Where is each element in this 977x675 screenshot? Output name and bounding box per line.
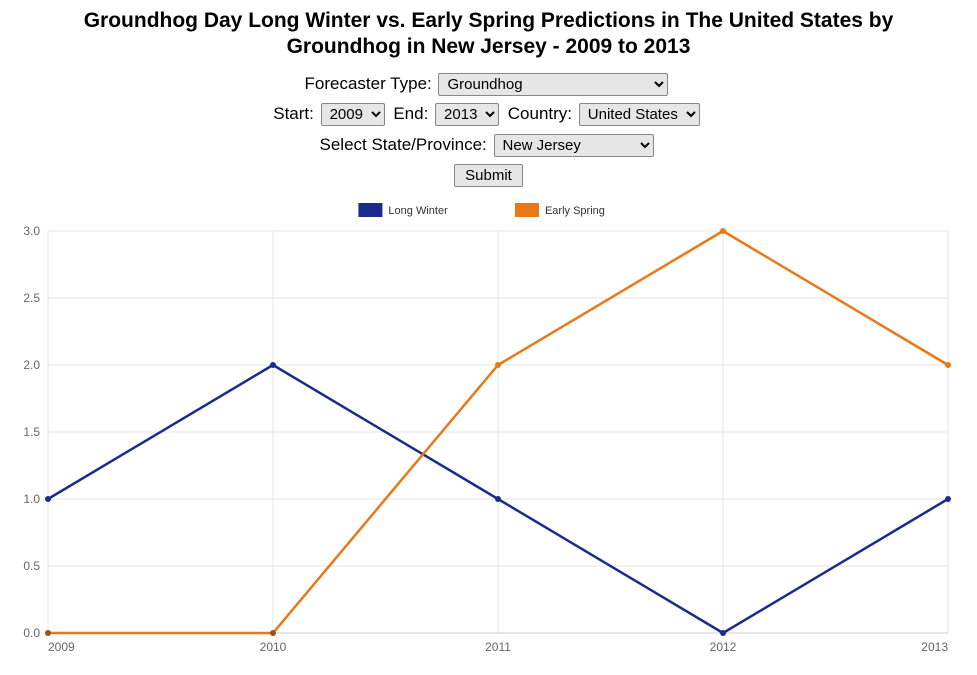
country-label: Country: [508,104,572,123]
y-axis-label: 1.0 [23,492,40,506]
forecaster-type-label: Forecaster Type: [305,74,432,93]
y-axis-label: 1.5 [23,425,40,439]
y-axis-label: 0.0 [23,626,40,640]
start-year-label: Start: [273,104,314,123]
state-label: Select State/Province: [320,135,487,154]
legend-swatch[interactable] [515,203,539,217]
x-axis-label: 2013 [921,640,948,654]
series-point[interactable] [270,630,276,636]
x-axis-label: 2012 [710,640,737,654]
forecaster-type-select[interactable]: Groundhog [438,73,668,96]
line-chart: 2009 2010 2011 2012 2013 0.0 0.5 1.0 1.5 2.0 2.5 3.… [8,201,968,661]
series-point[interactable] [45,630,51,636]
end-year-label: End: [393,104,428,123]
title-line-2: Groundhog in New Jersey - 2009 to 2013 [287,35,691,58]
legend-swatch[interactable] [358,203,382,217]
y-axis-label: 2.0 [23,358,40,372]
series-point[interactable] [495,496,501,502]
submit-button[interactable]: Submit [454,164,523,187]
end-year-select[interactable]: 2013 [435,103,499,126]
chart-container: 2009 2010 2011 2012 2013 0.0 0.5 1.0 1.5 2.0 2.5 3.… [8,201,969,661]
x-axis-label: 2010 [260,640,287,654]
series-point[interactable] [720,630,726,636]
legend-label[interactable]: Long Winter [388,205,448,217]
start-year-select[interactable]: 2009 [321,103,385,126]
series-point[interactable] [945,496,951,502]
x-axis-label: 2009 [48,640,75,654]
y-axis-label: 2.5 [23,291,40,305]
series-point[interactable] [270,362,276,368]
filter-controls: Forecaster Type: Groundhog Start: 2009 E… [8,69,969,191]
title-line-1: Groundhog Day Long Winter vs. Early Spri… [84,9,894,32]
series-point[interactable] [495,362,501,368]
series-point[interactable] [45,496,51,502]
state-select[interactable]: New Jersey [494,134,654,157]
series-point[interactable] [945,362,951,368]
x-axis-label: 2011 [485,640,511,654]
y-axis-label: 0.5 [23,559,40,573]
page-title: Groundhog Day Long Winter vs. Early Spri… [8,8,969,61]
y-axis-label: 3.0 [23,224,40,238]
series-point[interactable] [720,228,726,234]
legend-label[interactable]: Early Spring [545,205,605,217]
country-select[interactable]: United States [579,103,700,126]
